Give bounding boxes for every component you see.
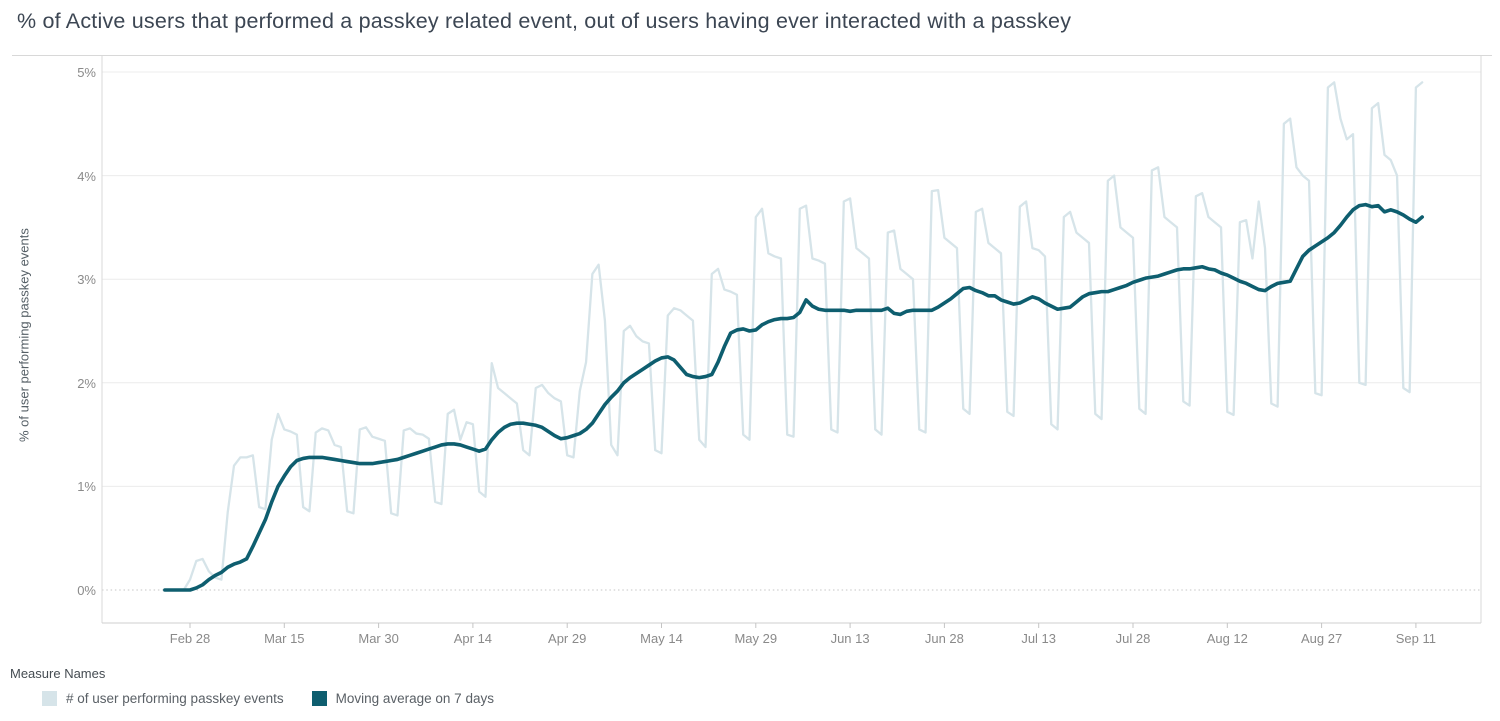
legend-label-daily-series[interactable]: # of user performing passkey events	[66, 691, 284, 706]
legend-swatch-moving-average[interactable]	[311, 691, 327, 706]
legend-title: Measure Names	[10, 666, 106, 681]
legend-label-moving-average[interactable]: Moving average on 7 days	[335, 691, 494, 706]
moving-average-line[interactable]	[163, 202, 1424, 592]
legend-swatch-daily-series[interactable]	[42, 691, 57, 706]
chart-title: % of Active users that performed a passk…	[17, 9, 1072, 33]
daily-series-line[interactable]	[163, 81, 1424, 592]
legend-row: # of user performing passkey events Movi…	[42, 691, 522, 706]
title-divider	[12, 55, 1492, 56]
legend: Measure Names # of user performing passk…	[10, 666, 494, 706]
